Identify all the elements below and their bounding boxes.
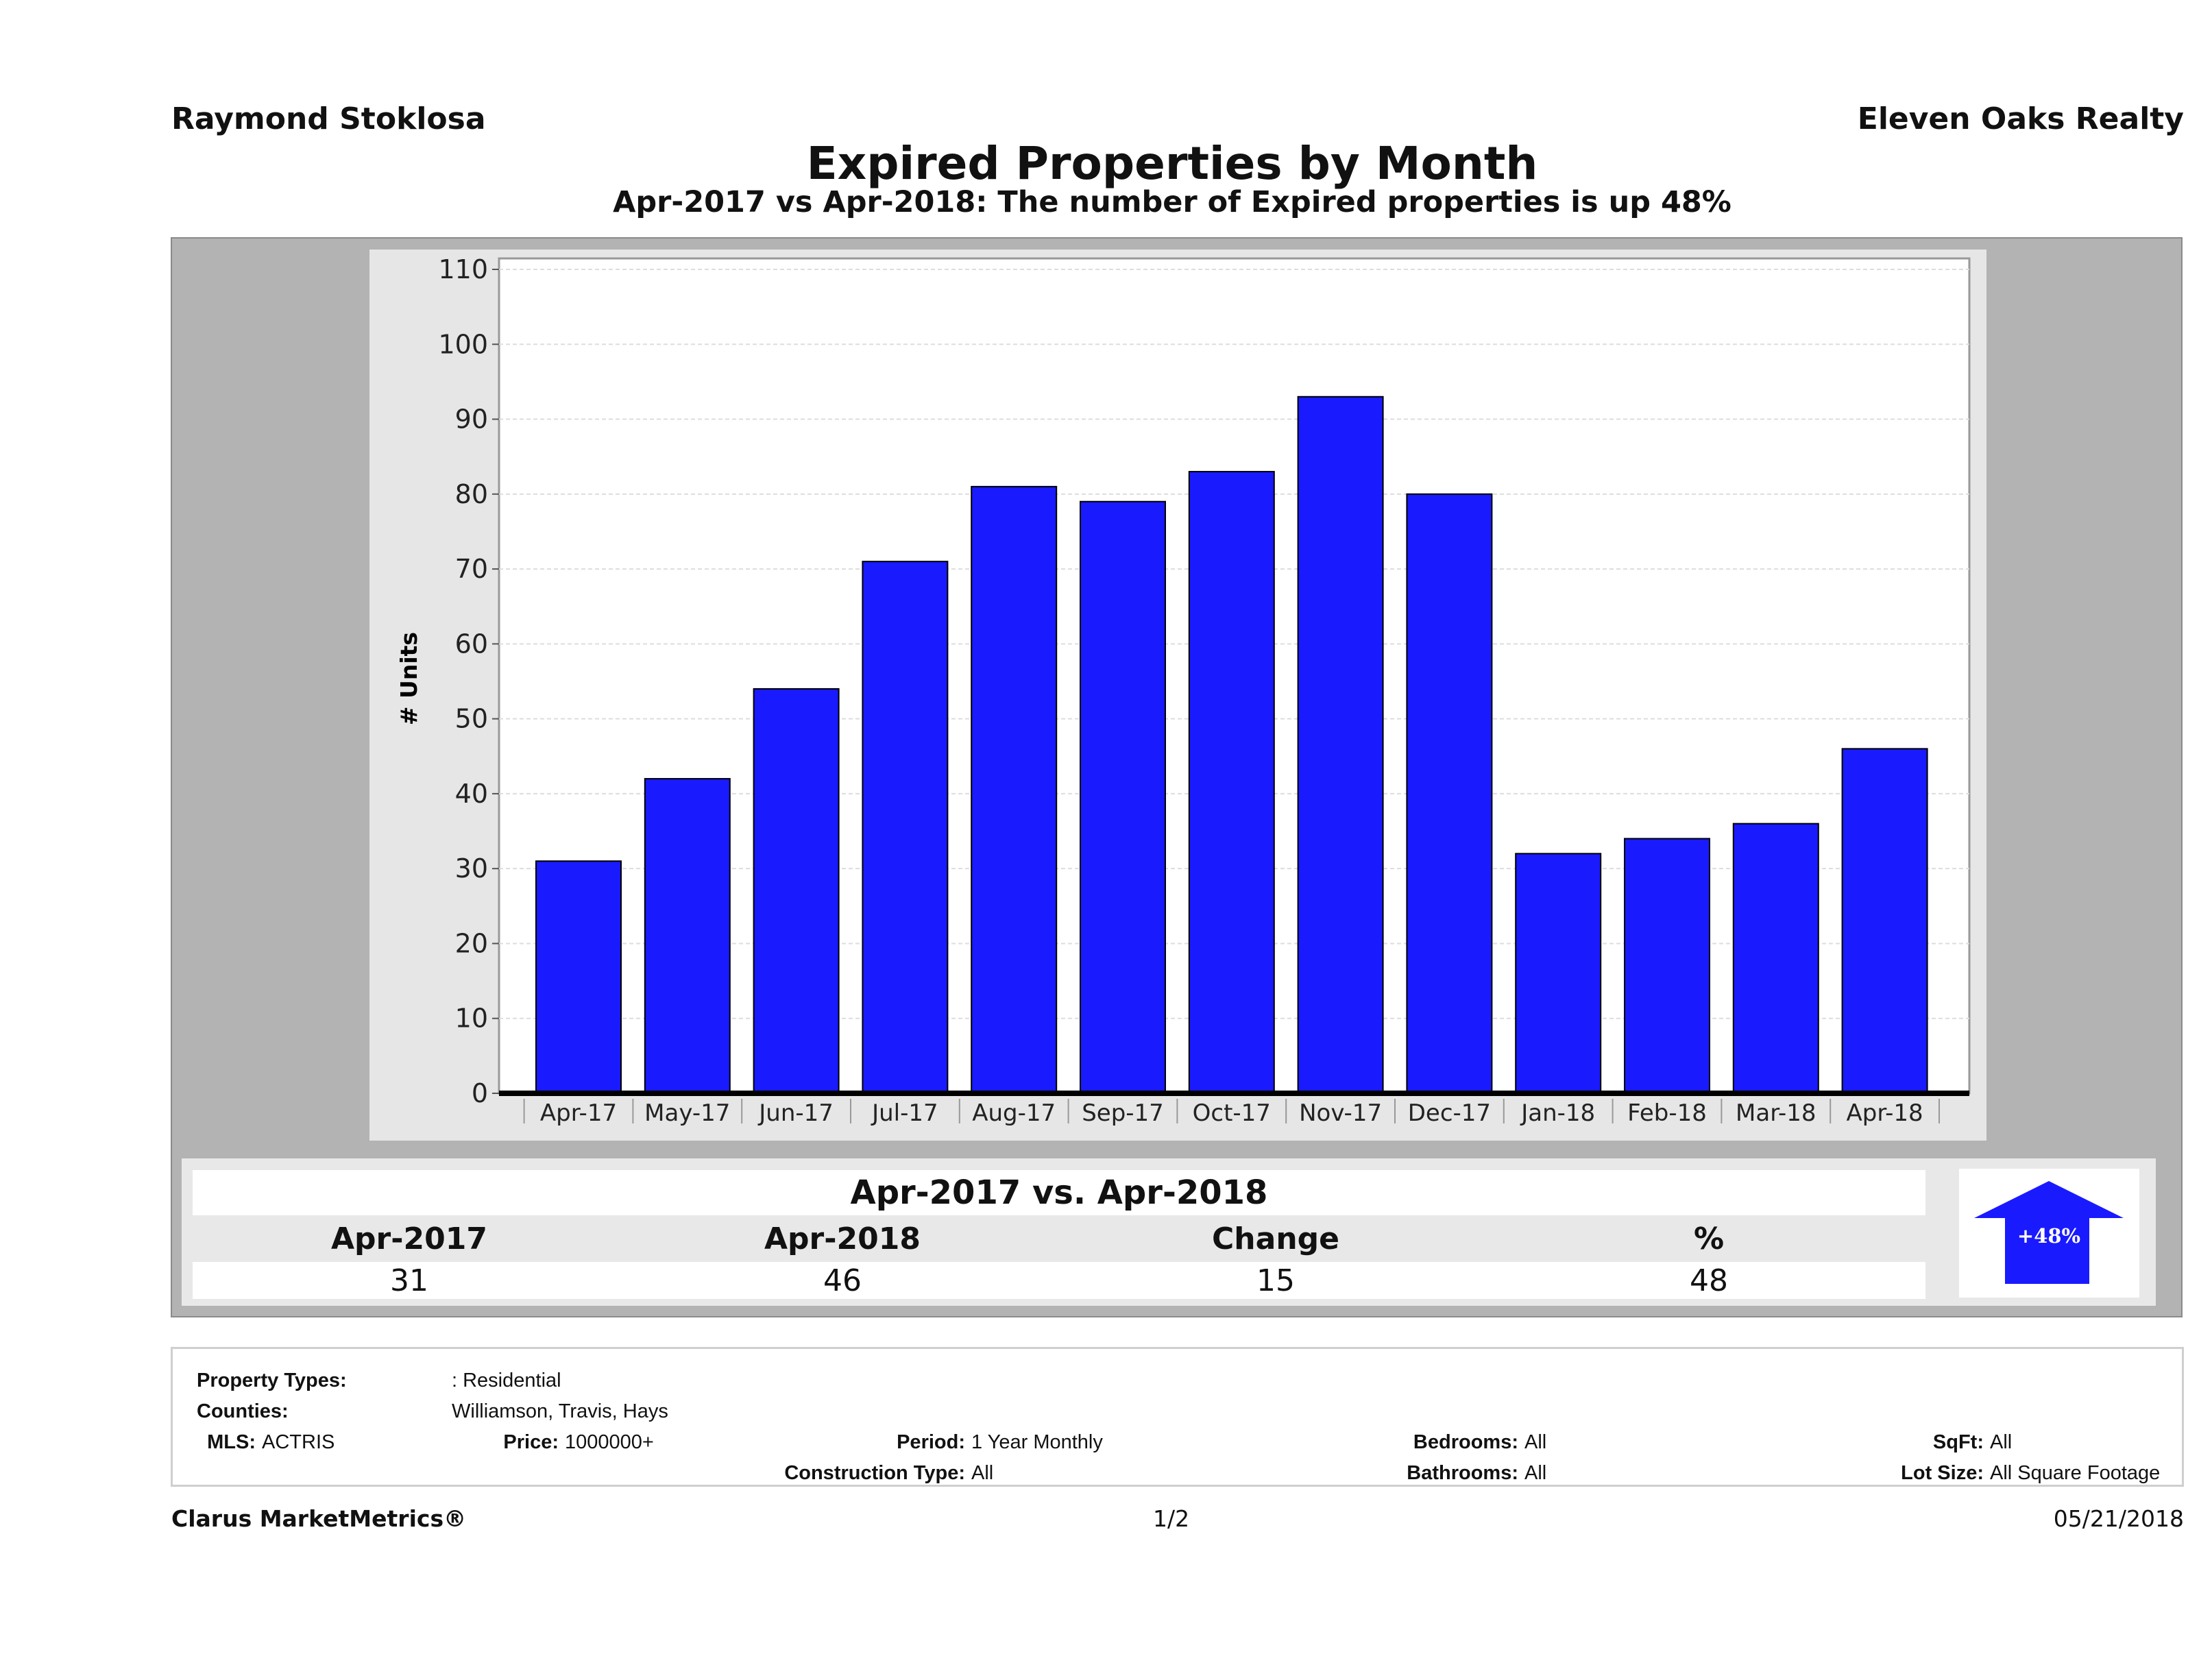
lot-size-filter: Lot Size: All Square Footage [1901,1462,2161,1485]
bar [1406,493,1493,1094]
bar [1732,823,1819,1094]
summary-value: 31 [390,1263,428,1298]
report-date: 05/21/2018 [2053,1505,2184,1532]
period-label: Period: [897,1431,965,1453]
change-badge: +48% [1959,1169,2139,1298]
property-types-value: : Residential [452,1370,561,1391]
bedrooms-filter: Bedrooms: All [1413,1431,1547,1454]
bar [644,778,731,1095]
bar [1297,396,1384,1094]
x-tick-label: Mar-18 [1736,1099,1816,1127]
x-tick-label: Apr-18 [1847,1099,1923,1127]
construction-filter: Construction Type: All [784,1462,994,1485]
property-types-label: Property Types: [197,1370,347,1391]
counties-value: Williamson, Travis, Hays [452,1400,668,1422]
summary-title: Apr-2017 vs. Apr-2018 [193,1170,1925,1215]
x-tick-label: Dec-17 [1408,1099,1491,1127]
y-tick-label: 110 [438,254,488,284]
x-tick-label: Nov-17 [1299,1099,1382,1127]
x-tick-label: Feb-18 [1627,1099,1707,1127]
page-number: 1/2 [1153,1505,1190,1532]
sqft-label: SqFt: [1932,1431,1984,1453]
price-label: Price: [503,1431,559,1453]
period-value: 1 Year Monthly [971,1431,1103,1453]
filter-criteria: Property Types: : Residential Counties: … [171,1347,2184,1487]
bar [862,561,949,1094]
agent-name: Raymond Stoklosa [171,101,486,136]
bedrooms-label: Bedrooms: [1413,1431,1518,1453]
x-tick-label: Oct-17 [1193,1099,1271,1127]
y-tick-label: 30 [455,853,488,884]
y-tick-label: 10 [455,1004,488,1034]
y-tick-label: 70 [455,554,488,584]
mls-label: MLS: [207,1431,256,1453]
y-tick-label: 0 [472,1078,488,1108]
summary-header: Change [1212,1221,1339,1256]
bar [1515,853,1602,1094]
bar [753,688,840,1094]
change-badge-text: +48% [2017,1224,2080,1248]
sqft-value: All [1990,1431,2013,1453]
y-tick-label: 40 [455,779,488,809]
bar [1188,471,1275,1094]
bedrooms-value: All [1524,1431,1547,1453]
mls-value: ACTRIS [262,1431,335,1453]
summary-value: 48 [1690,1263,1728,1298]
lot-size-value: All Square Footage [1990,1462,2161,1484]
bar [1624,838,1710,1095]
x-tick-label: Jan-18 [1520,1099,1595,1127]
x-tick-label: Sep-17 [1082,1099,1164,1127]
bar [1080,500,1166,1094]
y-tick-label: 80 [455,479,488,509]
summary-header: Apr-2017 [331,1221,487,1256]
x-tick-label: Jun-17 [757,1099,834,1127]
bathrooms-value: All [1524,1462,1547,1484]
brokerage-name: Eleven Oaks Realty [1857,101,2184,136]
chart-title: Expired Properties by Month [806,137,1538,190]
y-axis-label: # Units [396,632,422,725]
construction-value: All [971,1462,994,1484]
y-tick-label: 90 [455,404,488,435]
x-tick-label: Jul-17 [871,1099,938,1127]
footer-brand: Clarus MarketMetrics® [171,1505,467,1532]
chart-subtitle: Apr-2017 vs Apr-2018: The number of Expi… [613,185,1731,219]
summary-table: Apr-2017 vs. Apr-2018 Apr-2017 Apr-2018 … [182,1158,2156,1306]
bar [1841,748,1928,1094]
up-arrow-icon: +48% [1974,1181,2124,1284]
x-tick-label: May-17 [644,1099,730,1127]
summary-header: % [1693,1221,1725,1256]
summary-value: 15 [1256,1263,1295,1298]
x-tick-label: Apr-17 [540,1099,617,1127]
bathrooms-filter: Bathrooms: All [1407,1462,1547,1485]
period-filter: Period: 1 Year Monthly [897,1431,1103,1454]
y-tick-label: 100 [438,329,488,359]
mls-filter: MLS: ACTRIS [207,1431,335,1454]
x-tick-label: Aug-17 [972,1099,1056,1127]
y-tick-label: 20 [455,928,488,958]
bathrooms-label: Bathrooms: [1407,1462,1518,1484]
bar [535,860,622,1094]
sqft-filter: SqFt: All [1933,1431,2013,1454]
price-value: 1000000+ [565,1431,654,1453]
summary-header: Apr-2018 [764,1221,921,1256]
construction-label: Construction Type: [784,1462,965,1484]
lot-size-label: Lot Size: [1901,1462,1984,1484]
counties-label: Counties: [197,1400,289,1422]
bar [971,485,1058,1094]
summary-value: 46 [823,1263,862,1298]
price-filter: Price: 1000000+ [503,1431,654,1454]
y-tick-label: 60 [455,629,488,659]
y-tick-label: 50 [455,704,488,734]
